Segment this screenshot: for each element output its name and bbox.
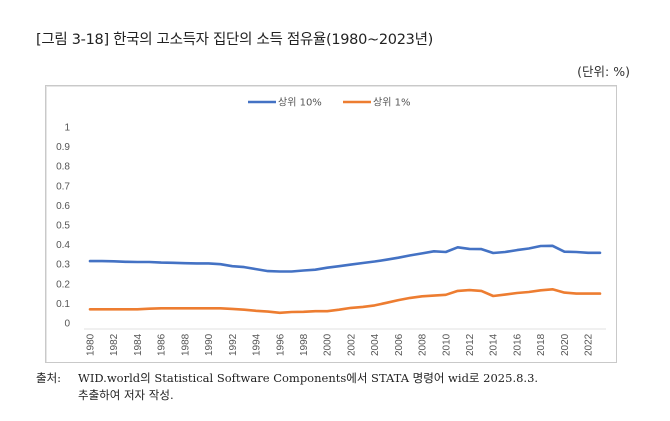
unit-label: (단위: %)	[577, 64, 630, 79]
x-tick-label: 1986	[157, 333, 168, 356]
x-tick-label: 2012	[465, 333, 476, 356]
y-tick-label: 0.3	[56, 260, 70, 271]
series-line-top1	[88, 287, 602, 315]
x-tick-label: 2018	[536, 333, 547, 356]
x-tick-label: 2004	[370, 333, 381, 356]
legend-label: 상위 1%	[373, 96, 410, 109]
x-tick-label: 1992	[228, 333, 239, 356]
y-tick-label: 0.5	[56, 221, 70, 232]
legend: 상위 10% 상위 1%	[248, 96, 410, 109]
y-tick-label: 0.6	[56, 201, 70, 212]
x-tick-label: 1994	[252, 333, 263, 356]
x-tick-label: 2000	[323, 333, 334, 356]
y-axis: 0 0.1 0.2 0.3 0.4 0.5 0.6 0.7 0.8 0.9 1	[56, 123, 70, 330]
x-tick-label: 1982	[109, 333, 120, 356]
x-axis: 1980 1982 1984 1986 1988 1990 1992 1994 1996 1998…	[84, 328, 606, 356]
x-tick-label: 2022	[584, 333, 595, 356]
x-tick-label: 2020	[560, 333, 571, 356]
x-tick-label: 1980	[86, 333, 97, 356]
x-tick-label: 2010	[441, 333, 452, 356]
y-tick-label: 0.2	[56, 279, 70, 290]
x-tick-label: 1984	[133, 333, 144, 356]
x-tick-label: 2014	[489, 333, 500, 356]
y-tick-label: 0.8	[56, 162, 70, 173]
y-tick-label: 0.9	[56, 142, 70, 153]
x-tick-label: 2016	[512, 333, 523, 356]
legend-label: 상위 10%	[278, 96, 322, 109]
x-tick-label: 2002	[346, 333, 357, 356]
x-tick-label: 1998	[299, 333, 310, 356]
x-tick-label: 1988	[180, 333, 191, 356]
x-tick-label: 2008	[418, 333, 429, 356]
y-tick-label: 0.7	[56, 181, 70, 192]
x-tick-label: 2006	[394, 333, 405, 356]
chart-frame	[45, 85, 617, 363]
source-text-line2: 추출하여 저자 작성.	[78, 388, 174, 402]
y-tick-label: 0	[64, 319, 70, 330]
y-tick-label: 1	[64, 123, 70, 134]
series-line-top10	[88, 244, 602, 273]
y-tick-label: 0.1	[56, 299, 70, 310]
source-label: 출처:	[36, 371, 62, 385]
x-tick-label: 1996	[275, 333, 286, 356]
x-tick-label: 1990	[204, 333, 215, 356]
source-note: 출처: WID.world의 Statistical Software Compo…	[36, 370, 538, 404]
y-tick-label: 0.4	[56, 240, 70, 251]
figure-title: [그림 3-18] 한국의 고소득자 집단의 소득 점유율(1980~2023년…	[36, 32, 433, 48]
series-lines	[88, 244, 602, 315]
source-text-line1: WID.world의 Statistical Software Componen…	[78, 371, 539, 385]
